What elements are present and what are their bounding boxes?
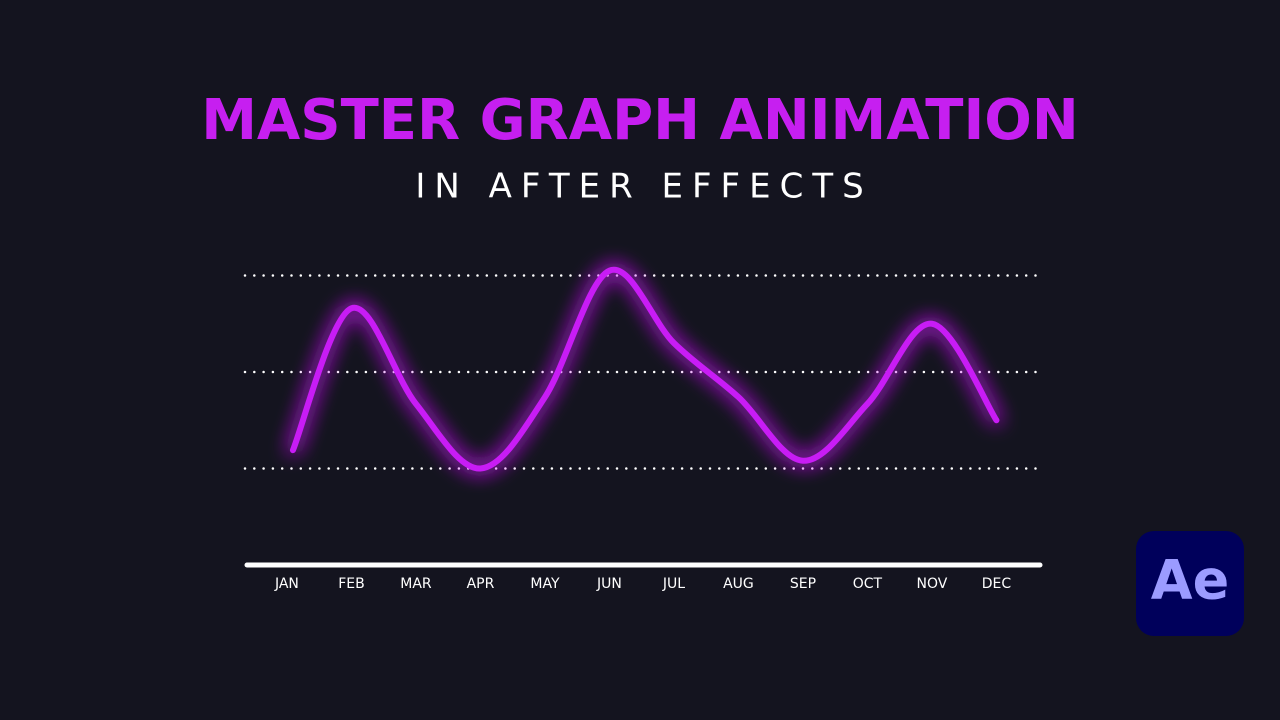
x-tick-label: NOV bbox=[917, 576, 948, 592]
x-tick-label: SEP bbox=[790, 576, 816, 592]
x-tick-label: DEC bbox=[982, 576, 1012, 592]
x-tick-label: APR bbox=[467, 576, 495, 592]
x-tick-label: MAY bbox=[530, 576, 560, 592]
x-tick-label: FEB bbox=[338, 576, 365, 592]
x-tick-label: JUL bbox=[662, 576, 685, 592]
data-line bbox=[289, 266, 1000, 472]
chart-title: MASTER GRAPH ANIMATION bbox=[201, 88, 1079, 153]
x-tick-label: JUN bbox=[596, 576, 622, 592]
ae-logo bbox=[1136, 531, 1244, 636]
x-tick-label: MAR bbox=[400, 576, 432, 592]
x-tick-label: OCT bbox=[853, 576, 883, 592]
chart-subtitle: IN AFTER EFFECTS bbox=[415, 167, 872, 207]
x-tick-label: AUG bbox=[723, 576, 754, 592]
logo-text: Ae bbox=[1151, 549, 1229, 612]
x-tick-label: JAN bbox=[274, 576, 299, 592]
